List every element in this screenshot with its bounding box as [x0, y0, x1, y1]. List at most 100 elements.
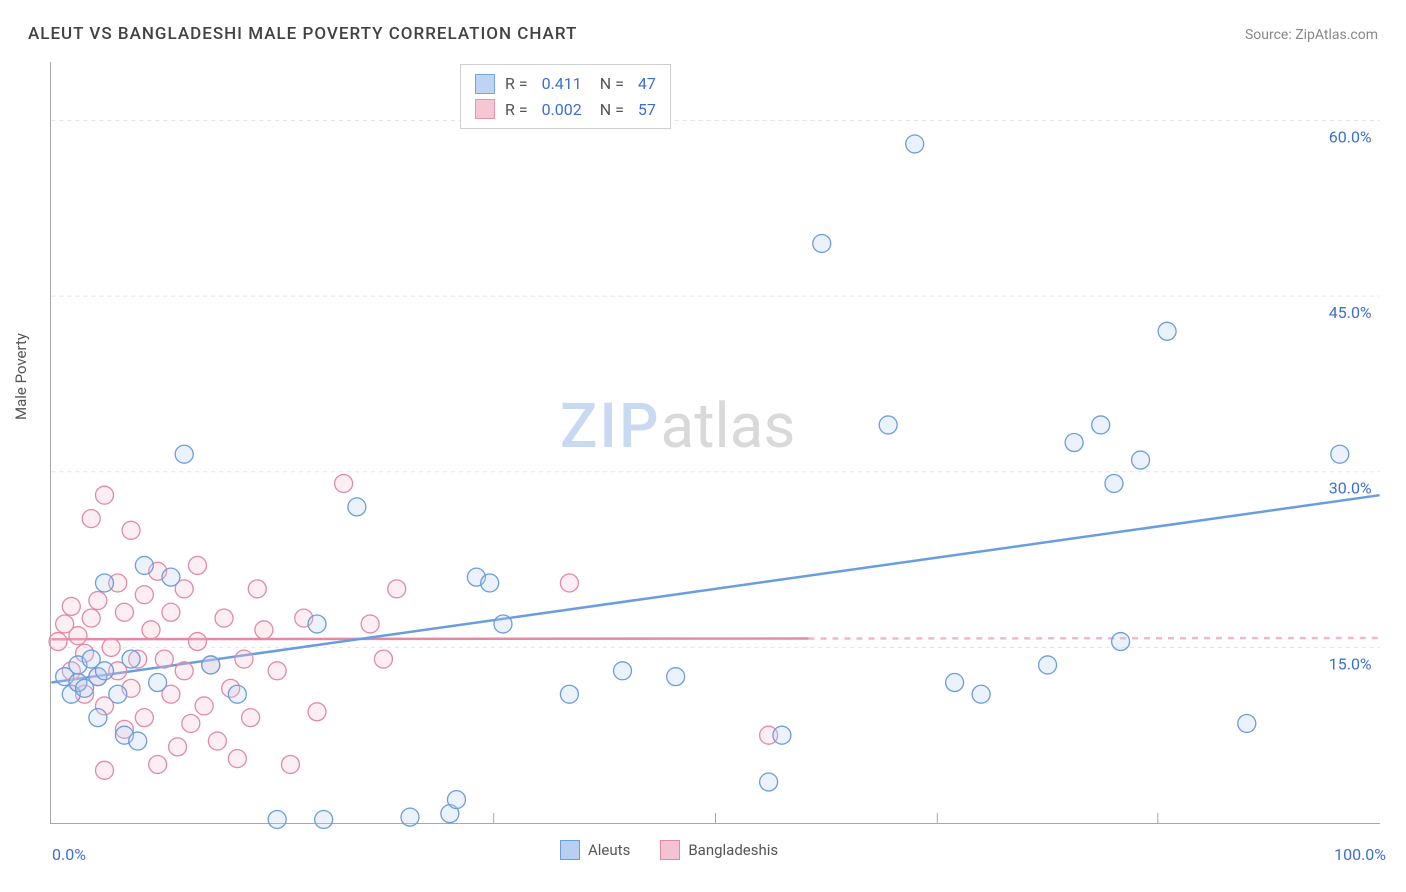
scatter-point — [481, 574, 499, 592]
legend-r-label: R = — [505, 97, 532, 123]
scatter-point — [62, 597, 80, 615]
series-legend: Aleuts Bangladeshis — [560, 840, 778, 860]
scatter-point — [315, 810, 333, 828]
chart-title: ALEUT VS BANGLADESHI MALE POVERTY CORREL… — [28, 24, 577, 44]
scatter-point — [228, 685, 246, 703]
scatter-point — [374, 650, 392, 668]
scatter-point — [1065, 434, 1083, 452]
scatter-point — [135, 556, 153, 574]
scatter-point — [494, 615, 512, 633]
scatter-point — [182, 714, 200, 732]
scatter-point — [69, 627, 87, 645]
y-gridline-label: 30.0% — [1329, 479, 1372, 498]
scatter-point — [1331, 445, 1349, 463]
scatter-point — [188, 633, 206, 651]
scatter-point — [667, 668, 685, 686]
scatter-point — [96, 574, 114, 592]
scatter-point — [308, 615, 326, 633]
scatter-point — [1132, 451, 1150, 469]
scatter-point — [760, 773, 778, 791]
scatter-point — [255, 621, 273, 639]
scatter-point — [109, 685, 127, 703]
scatter-point — [149, 674, 167, 692]
scatter-point — [89, 592, 107, 610]
scatter-point — [135, 709, 153, 727]
scatter-point — [388, 580, 406, 598]
scatter-point — [82, 510, 100, 528]
series-legend-item: Bangladeshis — [660, 840, 778, 860]
y-gridline-label: 45.0% — [1329, 303, 1372, 322]
scatter-point — [401, 808, 419, 826]
correlation-legend-row: R = 0.411 N = 47 — [475, 71, 656, 97]
legend-r-label: R = — [505, 71, 532, 97]
scatter-point — [560, 685, 578, 703]
legend-swatch — [660, 840, 680, 860]
legend-swatch — [475, 99, 495, 119]
scatter-point — [169, 738, 187, 756]
scatter-point — [1105, 474, 1123, 492]
legend-swatch — [475, 74, 495, 94]
scatter-point — [242, 709, 260, 727]
scatter-point — [82, 609, 100, 627]
scatter-plot-svg: 15.0% 30.0% 45.0% 60.0% — [51, 62, 1380, 823]
source-attribution: Source: ZipAtlas.com — [1245, 27, 1378, 43]
legend-n-value: 57 — [638, 97, 656, 123]
legend-n-label: N = — [592, 97, 628, 123]
legend-n-label: N = — [592, 71, 628, 97]
scatter-point — [972, 685, 990, 703]
scatter-point — [202, 656, 220, 674]
scatter-point — [1039, 656, 1057, 674]
x-axis-min-label: 0.0% — [52, 845, 86, 864]
y-gridline-label: 15.0% — [1329, 654, 1372, 673]
scatter-point — [208, 732, 226, 750]
scatter-point — [946, 674, 964, 692]
scatter-point — [175, 662, 193, 680]
scatter-point — [448, 791, 466, 809]
scatter-point — [102, 638, 120, 656]
scatter-point — [135, 586, 153, 604]
y-gridline-label: 60.0% — [1329, 128, 1372, 147]
x-axis-max-label: 100.0% — [1334, 845, 1386, 864]
scatter-point — [122, 521, 140, 539]
scatter-point — [162, 603, 180, 621]
scatter-point — [175, 445, 193, 463]
series-legend-item: Aleuts — [560, 840, 630, 860]
scatter-point — [1238, 714, 1256, 732]
scatter-point — [96, 486, 114, 504]
scatter-point — [361, 615, 379, 633]
scatter-point — [308, 703, 326, 721]
series-legend-label: Aleuts — [588, 841, 630, 859]
scatter-point — [49, 633, 67, 651]
chart-plot-area: 15.0% 30.0% 45.0% 60.0% — [50, 62, 1380, 824]
scatter-point — [335, 474, 353, 492]
scatter-point — [348, 498, 366, 516]
scatter-point — [195, 697, 213, 715]
series-legend-label: Bangladeshis — [688, 841, 778, 859]
scatter-point — [248, 580, 266, 598]
scatter-point — [813, 234, 831, 252]
legend-r-value: 0.411 — [542, 71, 582, 97]
scatter-point — [235, 650, 253, 668]
scatter-point — [268, 662, 286, 680]
scatter-point — [155, 650, 173, 668]
scatter-point — [1158, 322, 1176, 340]
scatter-point — [96, 761, 114, 779]
scatter-point — [188, 556, 206, 574]
correlation-legend: R = 0.411 N = 47R = 0.002 N = 57 — [460, 64, 671, 129]
scatter-point — [906, 135, 924, 153]
scatter-point — [228, 750, 246, 768]
scatter-point — [89, 709, 107, 727]
scatter-point — [129, 732, 147, 750]
scatter-point — [614, 662, 632, 680]
y-axis-label: Male Poverty — [12, 333, 30, 420]
correlation-legend-row: R = 0.002 N = 57 — [475, 97, 656, 123]
scatter-point — [142, 621, 160, 639]
scatter-point — [560, 574, 578, 592]
legend-n-value: 47 — [638, 71, 656, 97]
scatter-point — [162, 568, 180, 586]
legend-r-value: 0.002 — [542, 97, 582, 123]
scatter-point — [1092, 416, 1110, 434]
scatter-point — [122, 650, 140, 668]
legend-swatch — [560, 840, 580, 860]
scatter-point — [115, 603, 133, 621]
